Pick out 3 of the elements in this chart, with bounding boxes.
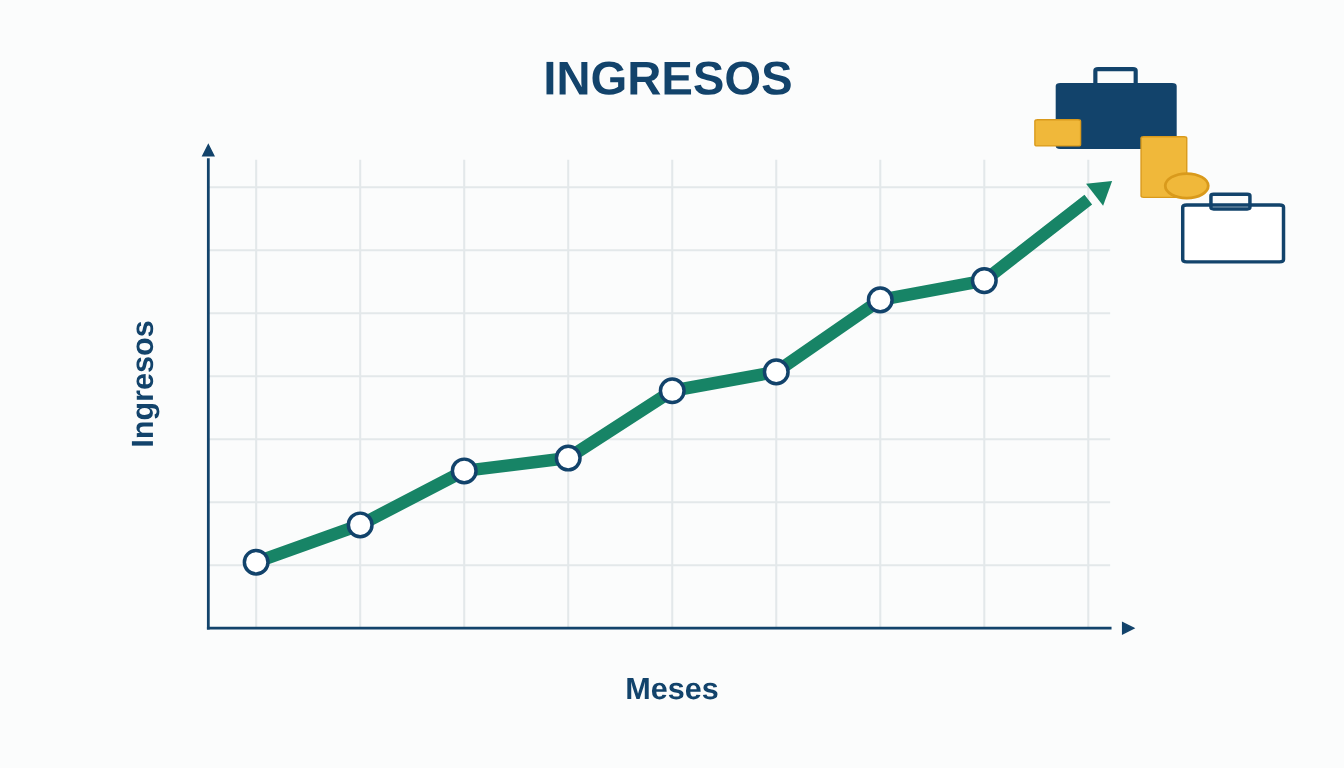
y-axis-title: Ingresos: [131, 321, 160, 446]
x-axis-title: Meses: [627, 678, 718, 700]
chart-title: INGRESOS: [546, 61, 791, 95]
